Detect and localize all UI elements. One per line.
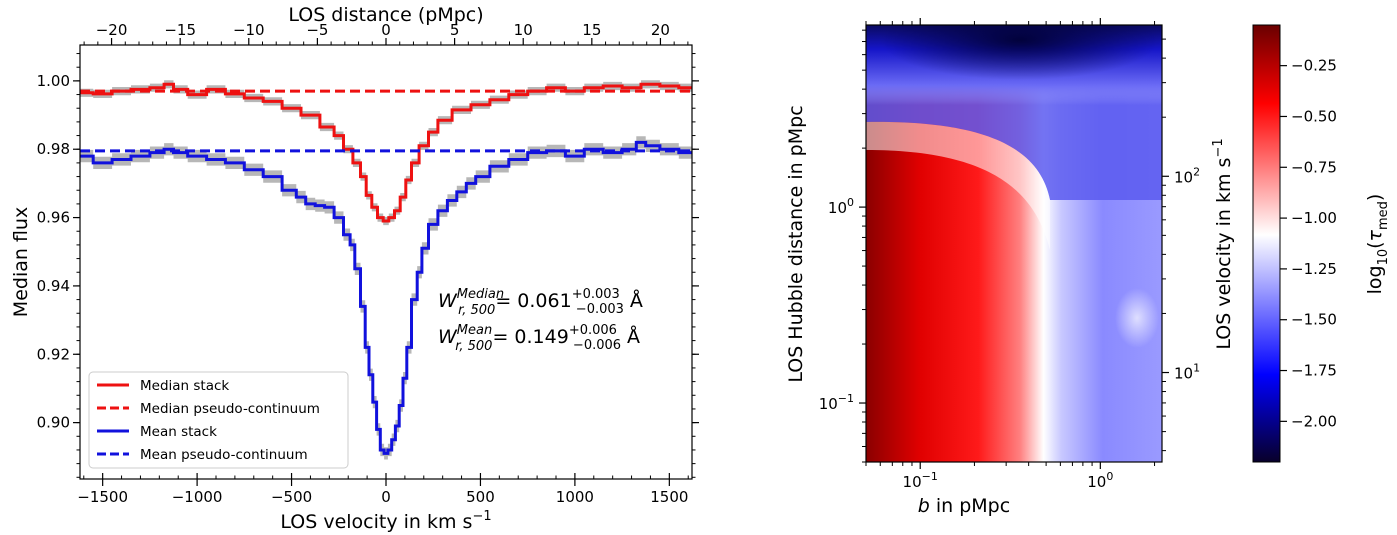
flux-panel: −1500 −1000 −500 0 500 1000 1500 −20 −15 −10 −5 0 5 1…: [10, 4, 699, 533]
heatmap-y-axis-label: LOS Hubble distance in pMpc: [785, 105, 807, 382]
colorbar-label: log10(τmed): [1364, 194, 1391, 295]
x-tick-label: 1500: [650, 488, 688, 506]
equivalent-width-annotations: WMedian r, 500= 0.061+0.003 −0.003 Å WMean r…: [438, 287, 643, 354]
colorbar-tick-label: −1.00: [1291, 209, 1337, 227]
heatmap-right-y-tick-label: 102: [1174, 165, 1200, 186]
x-tick-label: −1500: [77, 488, 128, 506]
mean-ew-annotation: WMean r, 500= 0.149+0.006 −0.006 Å: [438, 323, 640, 354]
heatmap-y-tick-label: 10−1: [819, 392, 854, 413]
y-axis-label: Median flux: [10, 207, 32, 317]
x-tick-label: 0: [381, 488, 391, 506]
median-ew-annotation: WMedian r, 500= 0.061+0.003 −0.003 Å: [438, 287, 643, 318]
x-tick-label: −500: [271, 488, 312, 506]
heatmap-right-y-axis-label: LOS velocity in km s−1: [1211, 138, 1235, 349]
heatmap-x-tick-label: 100: [1087, 470, 1113, 491]
top-x-tick-label: 0: [381, 21, 391, 39]
colorbar-tick-label: −1.50: [1291, 311, 1337, 329]
legend-median-continuum: Median pseudo-continuum: [140, 401, 320, 417]
colorbar-tick-label: −0.25: [1291, 57, 1337, 75]
legend-box: [88, 371, 349, 469]
colorbar-tick-label: −0.75: [1291, 158, 1337, 176]
colorbar: [1252, 24, 1281, 463]
legend-mean-stack: Mean stack: [140, 424, 217, 440]
top-x-tick-label: −15: [164, 21, 196, 39]
top-x-tick-label: 5: [450, 21, 460, 39]
legend: Median stack Median pseudo-continuum Mea…: [88, 371, 349, 469]
top-x-axis-label: LOS distance (pMpc): [288, 4, 483, 26]
colorbar-tick-label: −1.25: [1291, 260, 1337, 278]
top-x-tick-label: −10: [233, 21, 265, 39]
mean-stack-line: [80, 140, 692, 455]
x-tick-label: 500: [466, 488, 495, 506]
top-x-tick-label: 20: [651, 21, 670, 39]
heatmap-x-axis-label: b in pMpc: [918, 495, 1010, 517]
legend-mean-continuum: Mean pseudo-continuum: [140, 447, 308, 463]
top-x-tick-label: −5: [306, 21, 328, 39]
top-x-tick-label: −20: [96, 21, 128, 39]
heatmap-y-tick-label: 100: [828, 196, 854, 217]
top-x-tick-label: 15: [582, 21, 601, 39]
colorbar-tick-label: −2.00: [1291, 412, 1337, 430]
colorbar-tick-label: −1.75: [1291, 362, 1337, 380]
colorbar-tick-label: −0.50: [1291, 107, 1337, 125]
y-tick-label: 0.94: [37, 277, 70, 295]
y-tick-label: 1.00: [37, 72, 70, 90]
median-stack-line: [80, 82, 692, 223]
y-tick-label: 0.96: [37, 209, 70, 227]
y-tick-label: 0.90: [37, 414, 70, 432]
x-axis-label: LOS velocity in km s−1: [280, 509, 491, 533]
y-tick-label: 0.98: [37, 140, 70, 158]
legend-median-stack: Median stack: [140, 378, 229, 394]
x-tick-label: 1000: [556, 488, 594, 506]
heatmap-image: [866, 25, 1162, 462]
heatmap-axes-frame: [865, 24, 1163, 463]
heatmap-right-y-tick-label: 101: [1174, 362, 1200, 383]
y-tick-label: 0.92: [37, 345, 70, 363]
heatmap-panel: 10−1 100 10−1 100 101 102 b in pMpc LOS Hubble…: [785, 18, 1391, 517]
top-x-tick-label: 10: [514, 21, 533, 39]
x-tick-label: −1000: [172, 488, 223, 506]
heatmap-x-tick-label: 10−1: [903, 470, 938, 491]
